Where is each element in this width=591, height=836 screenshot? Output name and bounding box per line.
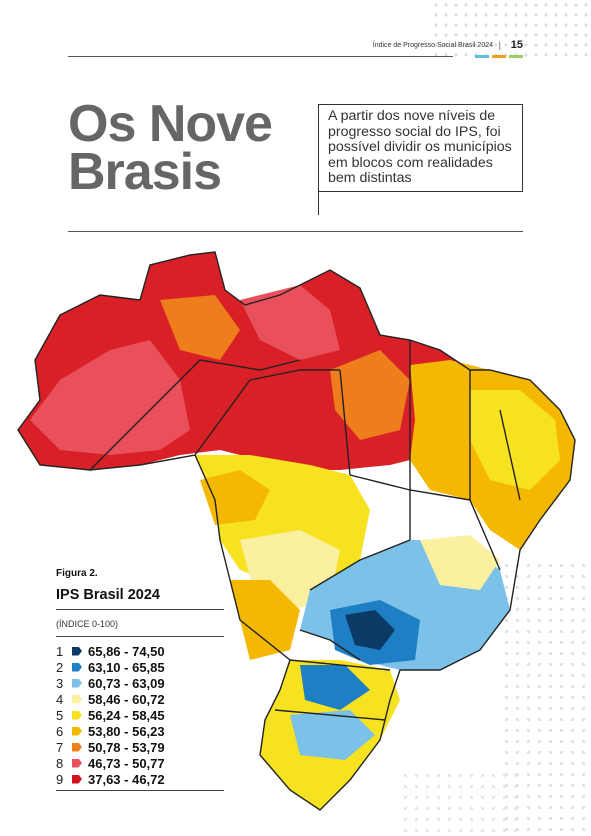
legend-item-number: 8 bbox=[56, 755, 64, 771]
legend-item-number: 2 bbox=[56, 659, 64, 675]
legend-item-range: 50,78 - 53,79 bbox=[88, 739, 165, 755]
legend-item-number: 9 bbox=[56, 771, 64, 787]
legend-items: 1 65,86 - 74,50 2 63,10 - 65,85 3 60,73 - 6… bbox=[56, 643, 224, 787]
legend-item-number: 7 bbox=[56, 739, 64, 755]
map-region-south-blue bbox=[300, 665, 370, 710]
legend-item: 8 46,73 - 50,77 bbox=[56, 755, 224, 771]
header-separator: | bbox=[498, 40, 501, 50]
legend-swatch-icon bbox=[72, 662, 82, 672]
legend-item-range: 53,80 - 56,23 bbox=[88, 723, 165, 739]
color-bar-orange bbox=[492, 55, 506, 58]
map-region-sp-dark bbox=[345, 610, 395, 650]
legend-item-range: 63,10 - 65,85 bbox=[88, 659, 165, 675]
map-region-mg-yellow bbox=[420, 535, 500, 590]
header-rule bbox=[68, 56, 453, 57]
legend-item-number: 6 bbox=[56, 723, 64, 739]
legend-swatch-icon bbox=[72, 710, 82, 720]
section-rule bbox=[68, 231, 523, 232]
legend-swatch-icon bbox=[72, 742, 82, 752]
map-region-north-yellow bbox=[200, 470, 270, 525]
map-region-mixed bbox=[230, 580, 300, 660]
legend-item-range: 37,63 - 46,72 bbox=[88, 771, 165, 787]
map-region-pink-west bbox=[30, 340, 190, 455]
legend-unit: (ÍNDICE 0-100) bbox=[56, 619, 119, 629]
color-bar-blue bbox=[475, 55, 489, 58]
legend-item: 5 56,24 - 58,45 bbox=[56, 707, 224, 723]
legend-item: 9 37,63 - 46,72 bbox=[56, 771, 224, 787]
intro-text-box: A partir dos nove níveis de progresso so… bbox=[318, 104, 523, 192]
legend-item-number: 5 bbox=[56, 707, 64, 723]
legend-rule-top bbox=[56, 609, 224, 610]
legend-swatch-icon bbox=[72, 694, 82, 704]
legend-swatch-icon bbox=[72, 774, 82, 784]
page-number: 15 bbox=[510, 39, 523, 51]
legend-item-range: 58,46 - 60,72 bbox=[88, 691, 165, 707]
figure-title: IPS Brasil 2024 bbox=[56, 587, 160, 603]
title-line-1: Os Nove bbox=[68, 95, 273, 153]
intro-box-edge bbox=[318, 104, 319, 215]
legend-item-number: 3 bbox=[56, 675, 64, 691]
legend-item: 1 65,86 - 74,50 bbox=[56, 643, 224, 659]
legend-swatch-icon bbox=[72, 678, 82, 688]
map-region-orange-patch bbox=[160, 295, 240, 360]
color-bar-green bbox=[509, 55, 523, 58]
legend-item-range: 65,86 - 74,50 bbox=[88, 643, 165, 659]
legend-swatch-icon bbox=[72, 646, 82, 656]
legend-item: 6 53,80 - 56,23 bbox=[56, 723, 224, 739]
legend-item-number: 1 bbox=[56, 643, 64, 659]
legend-item-range: 56,24 - 58,45 bbox=[88, 707, 165, 723]
dot-pattern-top bbox=[431, 0, 591, 60]
map-region-orange-east bbox=[330, 350, 410, 440]
legend-rule-bottom bbox=[56, 790, 224, 791]
legend-item: 7 50,78 - 53,79 bbox=[56, 739, 224, 755]
header-color-bar bbox=[475, 55, 523, 58]
legend-item: 4 58,46 - 60,72 bbox=[56, 691, 224, 707]
state-borders bbox=[17, 251, 576, 811]
legend-swatch-icon bbox=[72, 758, 82, 768]
map-legend: Figura 2. IPS Brasil 2024 (ÍNDICE 0-100)… bbox=[56, 568, 224, 791]
legend-swatch-icon bbox=[72, 726, 82, 736]
legend-item-range: 46,73 - 50,77 bbox=[88, 755, 165, 771]
brazil-ips-map bbox=[17, 251, 576, 811]
legend-rule-mid bbox=[56, 636, 224, 637]
legend-item-range: 60,73 - 63,09 bbox=[88, 675, 165, 691]
map-region-south-lightblue bbox=[290, 710, 375, 760]
title-line-2: Brasis bbox=[68, 143, 222, 201]
map-region-pink-north bbox=[240, 285, 340, 360]
running-title: Índice de Progresso Social Brasil 2024 bbox=[372, 42, 493, 49]
figure-label: Figura 2. bbox=[56, 568, 98, 579]
map-region-northeast-yellow bbox=[470, 390, 560, 490]
page-title: Os Nove Brasis bbox=[68, 95, 273, 201]
legend-item-number: 4 bbox=[56, 691, 64, 707]
legend-item: 3 60,73 - 63,09 bbox=[56, 675, 224, 691]
legend-item: 2 63,10 - 65,85 bbox=[56, 659, 224, 675]
